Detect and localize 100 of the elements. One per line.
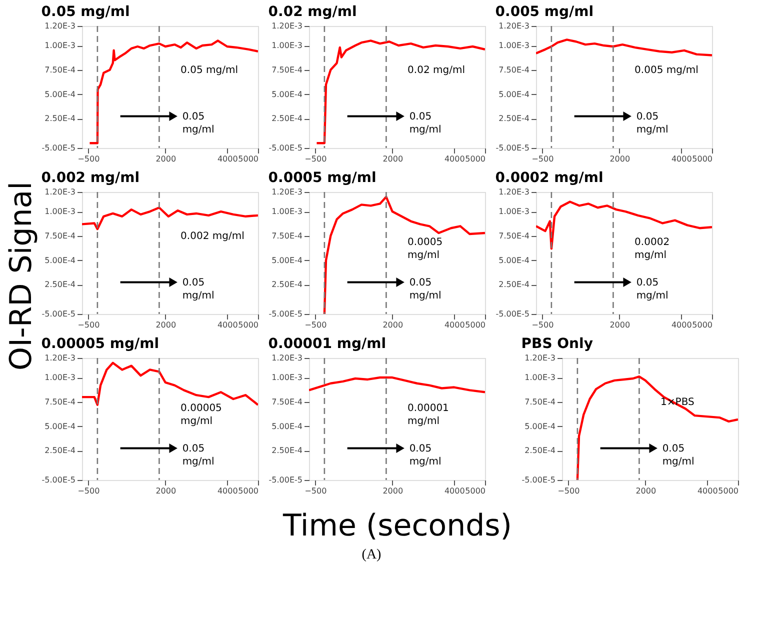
- x-tick-label: 2000: [610, 320, 630, 330]
- x-tick-label: 2000: [610, 154, 630, 164]
- y-tick-label: 1.20E-3: [524, 354, 556, 362]
- annotation: 0.0002 mg/ml: [634, 236, 670, 261]
- x-tick-label: 4000: [671, 154, 692, 164]
- x-tick-label: 2000: [636, 486, 656, 496]
- y-tick-label: 1.20E-3: [272, 354, 302, 362]
- x-tick-label: 2000: [156, 154, 176, 164]
- x-tick-label: −500: [304, 486, 327, 496]
- y-tick-label: 7.50E-4: [44, 397, 76, 406]
- y-tick-label: -5.00E-5: [496, 144, 530, 152]
- line-series: [536, 38, 712, 56]
- y-tick-label: 5.00E-4: [524, 422, 556, 431]
- x-tick-label: 4000: [671, 320, 692, 330]
- annotation: 0.05 mg/ml: [636, 277, 668, 302]
- y-tick-label: 1.00E-3: [44, 207, 76, 216]
- y-tick-label: 2.50E-4: [44, 280, 76, 290]
- x-axis-title: Time (seconds): [282, 508, 512, 544]
- y-tick-label: 1.00E-3: [272, 41, 302, 50]
- x-tick-label: 4000: [217, 154, 238, 164]
- x-tick-label: 5000: [718, 486, 738, 496]
- y-tick-label: -5.00E-5: [42, 310, 76, 318]
- x-tick-label: 2000: [382, 154, 404, 164]
- annotation: 0.05 mg/ml: [409, 443, 442, 468]
- x-tick-label: 5000: [465, 486, 486, 496]
- y-tick-label: 5.00E-4: [44, 422, 76, 431]
- y-tick-label: 1.00E-3: [44, 373, 76, 382]
- chart-title: 0.00001 mg/ml: [268, 336, 386, 352]
- annotation: 0.005 mg/ml: [634, 64, 698, 76]
- y-tick-label: 5.00E-4: [272, 90, 302, 99]
- chart-title: 0.00005 mg/ml: [41, 336, 160, 352]
- x-tick-label: −500: [78, 154, 100, 164]
- line-series: [316, 40, 485, 144]
- x-tick-label: 5000: [692, 154, 712, 164]
- line-series: [536, 200, 712, 250]
- y-tick-label: 1.00E-3: [272, 373, 302, 382]
- y-tick-label: 1.20E-3: [498, 22, 530, 30]
- x-tick-label: 5000: [238, 320, 258, 330]
- y-tick-label: 5.00E-4: [44, 256, 76, 265]
- annotation: 0.00001 mg/ml: [408, 402, 449, 427]
- chart-title: PBS Only: [521, 336, 593, 352]
- y-tick-label: 1.20E-3: [44, 354, 76, 362]
- y-tick-label: -5.00E-5: [42, 476, 76, 484]
- y-tick-label: 1.00E-3: [498, 41, 530, 50]
- chart-title: 0.05 mg/ml: [41, 4, 130, 20]
- y-tick-label: 2.50E-4: [272, 114, 302, 124]
- chart-title: 0.0005 mg/ml: [268, 170, 376, 186]
- y-tick-label: 7.50E-4: [44, 65, 76, 74]
- chart-title: 0.002 mg/ml: [41, 170, 140, 186]
- x-tick-label: 4000: [444, 486, 465, 496]
- x-tick-label: 4000: [697, 486, 718, 496]
- y-tick-label: 1.00E-3: [498, 207, 530, 216]
- annotation: 0.05 mg/ml: [409, 277, 442, 302]
- x-tick-label: 4000: [217, 486, 238, 496]
- y-tick-label: -5.00E-5: [268, 310, 302, 318]
- y-tick-label: 2.50E-4: [524, 446, 556, 456]
- x-tick-label: −500: [558, 486, 580, 496]
- y-tick-label: 2.50E-4: [44, 446, 76, 456]
- x-tick-label: 2000: [156, 320, 176, 330]
- x-tick-label: 5000: [465, 154, 486, 164]
- line-series: [309, 376, 485, 394]
- y-tick-label: 1.20E-3: [272, 22, 302, 30]
- annotation: 0.02 mg/ml: [408, 64, 465, 76]
- chart-title: 0.0002 mg/ml: [495, 170, 604, 186]
- y-tick-label: 1.20E-3: [44, 22, 76, 30]
- y-tick-label: -5.00E-5: [522, 476, 556, 484]
- line-series: [82, 206, 258, 230]
- annotation: 0.05 mg/ml: [409, 111, 442, 136]
- annotation: 0.0005 mg/ml: [408, 236, 443, 261]
- x-tick-label: 5000: [238, 486, 258, 496]
- x-tick-label: 4000: [217, 320, 238, 330]
- annotation: 0.00005 mg/ml: [180, 402, 222, 427]
- x-tick-label: 5000: [465, 320, 486, 330]
- x-tick-label: −500: [304, 320, 327, 330]
- annotation: 0.05 mg/ml: [182, 111, 214, 136]
- y-tick-label: -5.00E-5: [268, 476, 302, 484]
- y-tick-label: 1.20E-3: [44, 188, 76, 196]
- y-axis-title: OI-RD Signal: [4, 182, 39, 370]
- x-tick-label: 2000: [382, 320, 404, 330]
- annotation: 0.05 mg/ml: [662, 443, 694, 468]
- y-tick-label: 2.50E-4: [498, 114, 530, 124]
- annotation: 0.05 mg/ml: [180, 64, 238, 76]
- annotation: 0.002 mg/ml: [180, 230, 244, 242]
- x-tick-label: −500: [78, 320, 100, 330]
- y-tick-label: -5.00E-5: [268, 144, 302, 152]
- text: (A): [362, 548, 382, 562]
- y-tick-label: 1.00E-3: [44, 41, 76, 50]
- y-tick-label: 7.50E-4: [272, 231, 302, 240]
- line-series: [88, 40, 258, 144]
- y-tick-label: 7.50E-4: [498, 231, 530, 240]
- y-tick-label: 7.50E-4: [498, 65, 530, 74]
- y-tick-label: 5.00E-4: [498, 90, 530, 99]
- annotation: 0.05 mg/ml: [182, 443, 214, 468]
- y-tick-label: 2.50E-4: [272, 280, 302, 290]
- x-tick-label: 2000: [156, 486, 176, 496]
- line-series: [323, 196, 485, 314]
- y-tick-label: 2.50E-4: [44, 114, 76, 124]
- y-tick-label: 5.00E-4: [272, 422, 302, 431]
- y-tick-label: 2.50E-4: [272, 446, 302, 456]
- x-tick-label: −500: [532, 320, 554, 330]
